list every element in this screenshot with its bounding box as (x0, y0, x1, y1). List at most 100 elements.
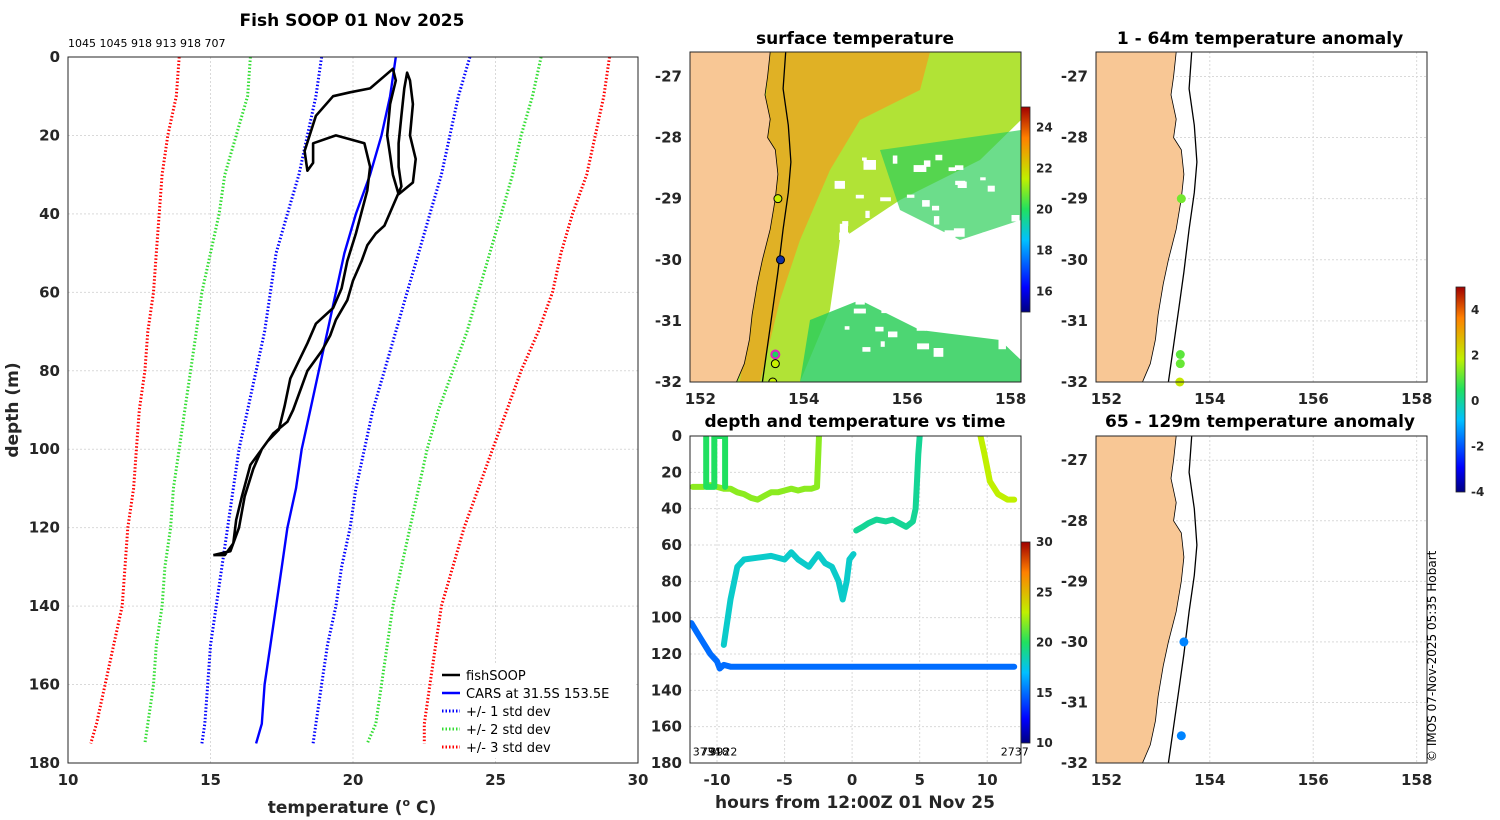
legend-fishsoop: fishSOOP (466, 669, 526, 684)
anom-land (1095, 435, 1185, 764)
profile-ytick: 40 (39, 205, 60, 223)
legend-std3: +/- 3 std dev (466, 741, 551, 756)
anom-ytick: -31 (1061, 312, 1088, 330)
sst-cloud-gap (881, 303, 894, 314)
sst-cloud-gap (913, 165, 927, 172)
sst-land (690, 52, 779, 382)
profile-title: Fish SOOP 01 Nov 2025 (240, 11, 465, 31)
sst-cloud-gap (915, 297, 923, 308)
legend-std1: +/- 1 std dev (466, 705, 551, 720)
sst-cloud-gap (913, 317, 922, 324)
sst-xtick: 154 (788, 390, 819, 408)
sst-cloud-gap (987, 185, 995, 192)
sst-cloud-gap (1011, 215, 1020, 222)
dt-ytick: 20 (661, 463, 682, 481)
sst-ytick: -28 (655, 129, 682, 147)
sst-cloud-gap (863, 160, 876, 170)
dt-frame (689, 435, 1022, 764)
sst-cloud-gap (844, 326, 850, 330)
anom2-panel: 65 - 129m temperature anomaly 152 154 156 1… (1061, 412, 1432, 789)
dt-colorbar-tick: 25 (1036, 585, 1053, 599)
anom-ytick: -28 (1061, 129, 1088, 147)
profile-ytick: 100 (29, 440, 60, 458)
profile-xtick: 10 (58, 771, 79, 789)
sst-colorbar-tick: 18 (1036, 244, 1053, 258)
sst-cloud-gap (853, 308, 866, 314)
anom-xtick: 152 (1091, 771, 1122, 789)
anom-point (1175, 350, 1185, 359)
anom-colorbar-tick: -4 (1471, 485, 1484, 499)
dt-annotation: 3922 (709, 745, 737, 758)
dt-ytick: 100 (651, 609, 682, 627)
anom-ytick: -27 (1061, 451, 1088, 469)
anom-colorbar-tick: -2 (1471, 439, 1484, 453)
sst-cloud-gap (924, 290, 936, 301)
sst-cloud-gap (955, 323, 962, 333)
dt-track-line (703, 436, 729, 490)
sst-cloud-gap (1004, 273, 1017, 282)
sst-cloud-gap (906, 194, 915, 198)
anom-xtick: 158 (1401, 771, 1432, 789)
sst-station-marker (773, 194, 783, 204)
sst-cloud-gap (925, 238, 938, 247)
profile-ytick: 140 (29, 597, 60, 615)
anom-colorbar-tick: 2 (1471, 348, 1479, 362)
anom-point (1176, 194, 1186, 204)
sst-shelf-contour (761, 52, 792, 382)
legend-std2: +/- 2 std dev (466, 723, 551, 738)
dt-track-line (720, 549, 857, 648)
anom-ytick: -30 (1061, 251, 1088, 269)
anom-colorbar-tick: 4 (1471, 303, 1479, 317)
anom-xtick: 156 (1298, 771, 1329, 789)
sst-cloud-gap (944, 230, 956, 238)
profile-series-line (365, 57, 543, 744)
sst-colorbar-tick: 20 (1036, 203, 1053, 217)
dt-xtick: 10 (977, 771, 998, 789)
sst-cloud-gap (909, 260, 920, 266)
profile-ytick: 120 (29, 519, 60, 537)
profile-series-line (311, 57, 472, 744)
legend-box (436, 664, 635, 758)
sst-colorbar (1020, 106, 1031, 313)
sst-cloud-gap (1006, 322, 1017, 330)
sst-cloud-gap (1012, 271, 1020, 278)
profile-series-line (200, 57, 324, 744)
dt-colorbar (1020, 541, 1031, 744)
anom-xtick: 156 (1298, 390, 1329, 408)
sst-cloud-gap (839, 232, 850, 241)
legend-cars: CARS at 31.5S 153.5E (466, 687, 609, 702)
anom-ytick: -29 (1061, 572, 1088, 590)
dt-xtick: -10 (703, 771, 730, 789)
profile-panel: Fish SOOP 01 Nov 2025 1045 1045 918 913 … (3, 11, 648, 818)
profile-series-line (143, 57, 252, 744)
profile-series-line (213, 67, 417, 557)
sst-cloud-gap (932, 205, 940, 211)
depthtime-panel: depth and temperature vs time -10 -5 0 5 100… (651, 412, 1053, 813)
sst-cloud-gap (852, 238, 866, 244)
legend: fishSOOP CARS at 31.5S 153.5E +/- 1 std … (436, 664, 635, 758)
anom-ytick: -32 (1061, 754, 1088, 772)
sst-station-marker (776, 255, 786, 265)
anom-point (1175, 359, 1185, 369)
sst-cloud-gap (875, 326, 884, 332)
sst-cloud-gap (864, 281, 871, 290)
sst-colorbar-tick: 16 (1036, 285, 1053, 299)
profile-series-line (89, 57, 181, 744)
sst-field-south (800, 300, 1021, 382)
sst-cloud-gap (916, 260, 929, 265)
dt-ytick: 0 (672, 427, 682, 445)
profile-ylabel: depth (m) (3, 362, 23, 457)
profile-ytick: 0 (50, 48, 60, 66)
sst-cloud-gap (855, 294, 865, 305)
sst-cloud-gap (896, 220, 902, 230)
anom-ytick: -27 (1061, 67, 1088, 85)
dt-xlabel: hours from 12:00Z 01 Nov 25 (715, 793, 995, 813)
anom-shelf-contour (1167, 435, 1198, 764)
sst-cloud-gap (998, 339, 1006, 350)
sst-cloud-gap (923, 262, 929, 267)
dt-ytick: 120 (651, 645, 682, 663)
sst-field-cool (880, 130, 1021, 240)
dt-ytick: 160 (651, 718, 682, 736)
sst-station-marker (768, 377, 778, 382)
profile-ytick: 80 (39, 362, 60, 380)
